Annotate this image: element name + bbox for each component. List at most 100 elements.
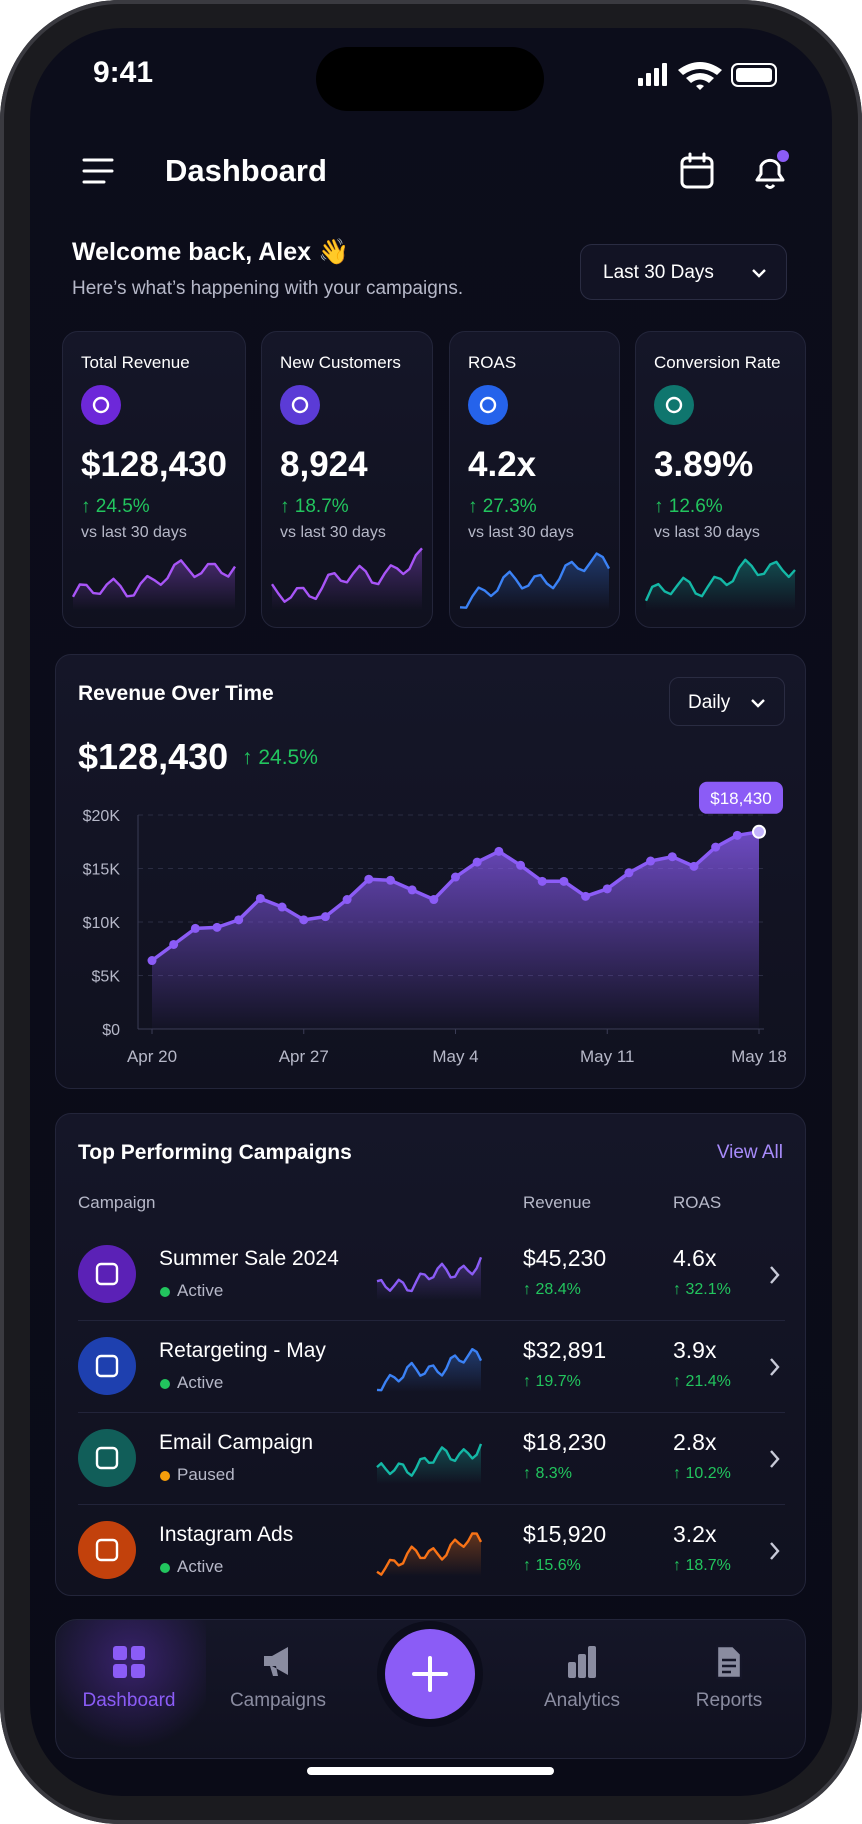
nav-item[interactable]: Reports <box>659 1640 799 1740</box>
icon-glyph <box>715 1644 743 1680</box>
kpi-change: ↑ 18.7% <box>280 496 349 517</box>
sparkline <box>271 547 423 603</box>
welcome-subtitle: Here’s what’s happening with your campai… <box>72 278 464 299</box>
campaign-revenue: $32,891 <box>523 1337 607 1363</box>
point <box>516 860 526 870</box>
column-header: Revenue <box>523 1193 592 1212</box>
point <box>752 824 766 839</box>
status-time: 9:41 <box>93 56 154 89</box>
icon-bg <box>280 385 320 425</box>
kpi-note: vs last 30 days <box>468 524 574 541</box>
page-title: Dashboard <box>165 153 327 188</box>
view-all-link[interactable]: View All <box>716 1142 783 1163</box>
icon-glyph <box>95 1354 119 1378</box>
kpi-label: Total Revenue <box>81 353 190 372</box>
icon-glyph <box>291 396 309 414</box>
kpi-icon <box>81 385 121 425</box>
icon-bg <box>468 385 508 425</box>
campaign-revenue: $15,920 <box>523 1521 607 1547</box>
status-dot <box>160 1379 170 1389</box>
sparkline-area <box>460 553 609 610</box>
campaign-sparkline <box>376 1256 483 1300</box>
sparkline <box>376 1532 483 1576</box>
campaign-icon <box>78 1337 136 1395</box>
range-label: Last 30 Days <box>603 262 714 283</box>
column-header: Campaign <box>78 1193 156 1212</box>
chevron <box>752 269 766 278</box>
nav-icon <box>264 1647 288 1676</box>
campaign-sparkline <box>376 1443 483 1484</box>
campaign-sparkline <box>376 1348 483 1392</box>
active-glow <box>56 1620 206 1760</box>
period-label: Daily <box>688 692 731 713</box>
nav-icon <box>113 1646 145 1678</box>
point <box>429 895 439 905</box>
campaign-name: Email Campaign <box>159 1431 314 1454</box>
row-chevron <box>770 1358 780 1376</box>
sparkline <box>459 552 611 609</box>
y-tick-label: $5K <box>92 969 121 986</box>
icon-bg <box>78 1429 136 1487</box>
revenue-change: ↑ 8.3% <box>523 1465 572 1482</box>
calendar-button[interactable] <box>679 152 715 190</box>
campaign-name: Retargeting - May <box>159 1339 326 1362</box>
row-divider <box>78 1320 785 1321</box>
campaign-row[interactable]: Email Campaign Paused $18,230 ↑ 8.3% 2.8x ↑ 1… <box>56 1412 807 1504</box>
point <box>212 922 222 932</box>
kpi-icon <box>468 385 508 425</box>
welcome-title: Welcome back, Alex 👋 <box>72 238 350 266</box>
status-icons <box>638 62 777 90</box>
revenue-change: ↑ 15.6% <box>523 1557 581 1574</box>
point <box>407 885 417 895</box>
period-dropdown[interactable]: Daily <box>669 677 785 726</box>
revenue-chart: $0 $5K $10K $15K $20K Apr 20 Apr 27 May 4 May 11… <box>83 781 787 1066</box>
point <box>169 939 179 949</box>
campaign-revenue: $18,230 <box>523 1429 607 1455</box>
revenue-card: Revenue Over Time Daily $128,430 ↑ 24.5%… <box>55 654 806 1089</box>
sparkline <box>71 559 236 598</box>
notifications-button[interactable] <box>749 148 791 192</box>
icon-glyph <box>588 1646 596 1678</box>
icon-glyph <box>131 1664 145 1678</box>
x-tick-label: May 18 <box>731 1047 787 1066</box>
campaign-icon <box>78 1429 136 1487</box>
point <box>364 874 374 884</box>
y-tick-label: $20K <box>83 808 121 825</box>
kpi-change: ↑ 12.6% <box>654 496 723 517</box>
add-button[interactable] <box>385 1629 475 1719</box>
campaign-roas: 4.6x <box>673 1245 717 1271</box>
plus-icon <box>412 1656 448 1692</box>
range-dropdown[interactable]: Last 30 Days <box>580 244 787 300</box>
nav-icon <box>568 1646 596 1678</box>
x-tick-label: May 11 <box>580 1047 635 1066</box>
menu-button[interactable] <box>82 157 114 185</box>
y-tick-label: $15K <box>83 862 121 879</box>
kpi-note: vs last 30 days <box>280 524 386 541</box>
icon-bg <box>78 1337 136 1395</box>
campaign-row[interactable]: Retargeting - May Active $32,891 ↑ 19.7% 3.9… <box>56 1320 807 1412</box>
campaign-sparkline <box>376 1532 483 1576</box>
kpi-card: Conversion Rate 3.89% ↑ 12.6% vs last 30 da… <box>635 331 806 628</box>
chevron <box>751 699 765 708</box>
nav-item[interactable]: Analytics <box>512 1640 652 1740</box>
kpi-icon <box>654 385 694 425</box>
kpi-note: vs last 30 days <box>81 524 187 541</box>
point <box>537 876 547 886</box>
icon-bg <box>78 1521 136 1579</box>
home-indicator <box>307 1767 554 1775</box>
nav-item[interactable]: Campaigns <box>208 1640 348 1740</box>
nav-item[interactable]: Dashboard <box>59 1640 199 1740</box>
point <box>602 884 612 894</box>
roas-change: ↑ 10.2% <box>673 1465 731 1482</box>
campaign-icon <box>78 1245 136 1303</box>
nav-label: Reports <box>695 1690 763 1711</box>
kpi-sparkline <box>71 559 236 610</box>
chevron <box>770 1358 780 1376</box>
sparkline-area <box>377 1533 481 1576</box>
campaign-row[interactable]: Instagram Ads Active $15,920 ↑ 15.6% 3.2x ↑ 1… <box>56 1504 807 1596</box>
campaign-row[interactable]: Summer Sale 2024 Active $45,230 ↑ 28.4% 4.6x… <box>56 1228 807 1320</box>
campaigns-title: Top Performing Campaigns <box>78 1141 352 1164</box>
row-divider <box>78 1504 785 1505</box>
